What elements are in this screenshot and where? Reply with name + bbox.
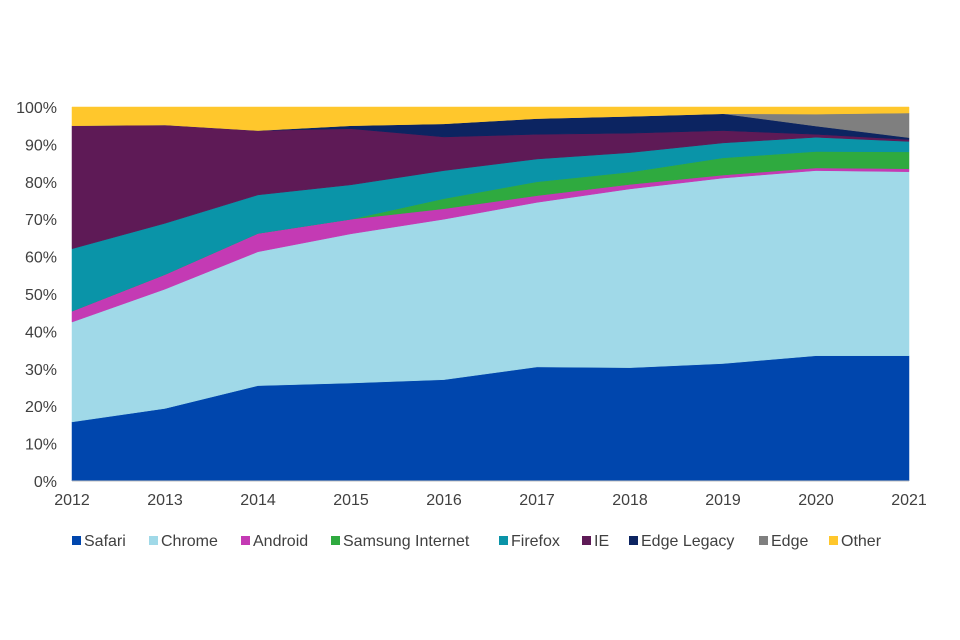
legend-swatch (241, 536, 250, 545)
y-tick-label: 100% (16, 100, 57, 117)
y-tick-label: 30% (25, 362, 57, 379)
x-tick-label: 2012 (54, 492, 90, 509)
y-tick-label: 60% (25, 250, 57, 267)
x-tick-label: 2013 (147, 492, 183, 509)
legend-item-android: Android (241, 533, 308, 550)
legend-item-safari: Safari (72, 533, 126, 550)
y-tick-label: 10% (25, 437, 57, 454)
legend-label: Chrome (161, 533, 218, 550)
legend-item-edge-legacy: Edge Legacy (629, 533, 734, 550)
legend-swatch (72, 536, 81, 545)
y-tick-label: 0% (34, 474, 57, 491)
legend-item-samsung-internet: Samsung Internet (331, 533, 470, 550)
legend-label: Edge (771, 533, 808, 550)
legend-item-chrome: Chrome (149, 533, 218, 550)
y-tick-label: 50% (25, 287, 57, 304)
x-tick-label: 2016 (426, 492, 462, 509)
legend-label: Edge Legacy (641, 533, 734, 550)
legend-swatch (582, 536, 591, 545)
legend-label: Samsung Internet (343, 533, 470, 550)
legend-label: Other (841, 533, 882, 550)
plot-area (71, 106, 910, 482)
y-tick-label: 90% (25, 137, 57, 154)
x-tick-label: 2021 (891, 492, 927, 509)
y-tick-label: 20% (25, 399, 57, 416)
y-tick-label: 80% (25, 175, 57, 192)
legend-label: Safari (84, 533, 126, 550)
x-tick-label: 2015 (333, 492, 369, 509)
legend: Safari Chrome Android Samsung Internet Firef… (72, 533, 882, 550)
legend-swatch (759, 536, 768, 545)
legend-swatch (149, 536, 158, 545)
legend-swatch (629, 536, 638, 545)
legend-swatch (499, 536, 508, 545)
x-tick-label: 2017 (519, 492, 555, 509)
legend-swatch (829, 536, 838, 545)
axes: 0% 10% 20% 30% 40% 50% 60% 70% 80% 90% 100% 2012 201… (16, 100, 927, 509)
legend-item-other: Other (829, 533, 882, 550)
y-tick-label: 70% (25, 212, 57, 229)
legend-item-ie: IE (582, 533, 609, 550)
legend-swatch (331, 536, 340, 545)
legend-item-firefox: Firefox (499, 533, 560, 550)
area-other (71, 106, 910, 131)
legend-label: IE (594, 533, 609, 550)
legend-item-edge: Edge (759, 533, 808, 550)
legend-label: Android (253, 533, 308, 550)
x-tick-label: 2020 (798, 492, 834, 509)
x-tick-label: 2014 (240, 492, 276, 509)
y-tick-label: 40% (25, 324, 57, 341)
legend-label: Firefox (511, 533, 560, 550)
x-tick-label: 2019 (705, 492, 741, 509)
x-tick-label: 2018 (612, 492, 648, 509)
